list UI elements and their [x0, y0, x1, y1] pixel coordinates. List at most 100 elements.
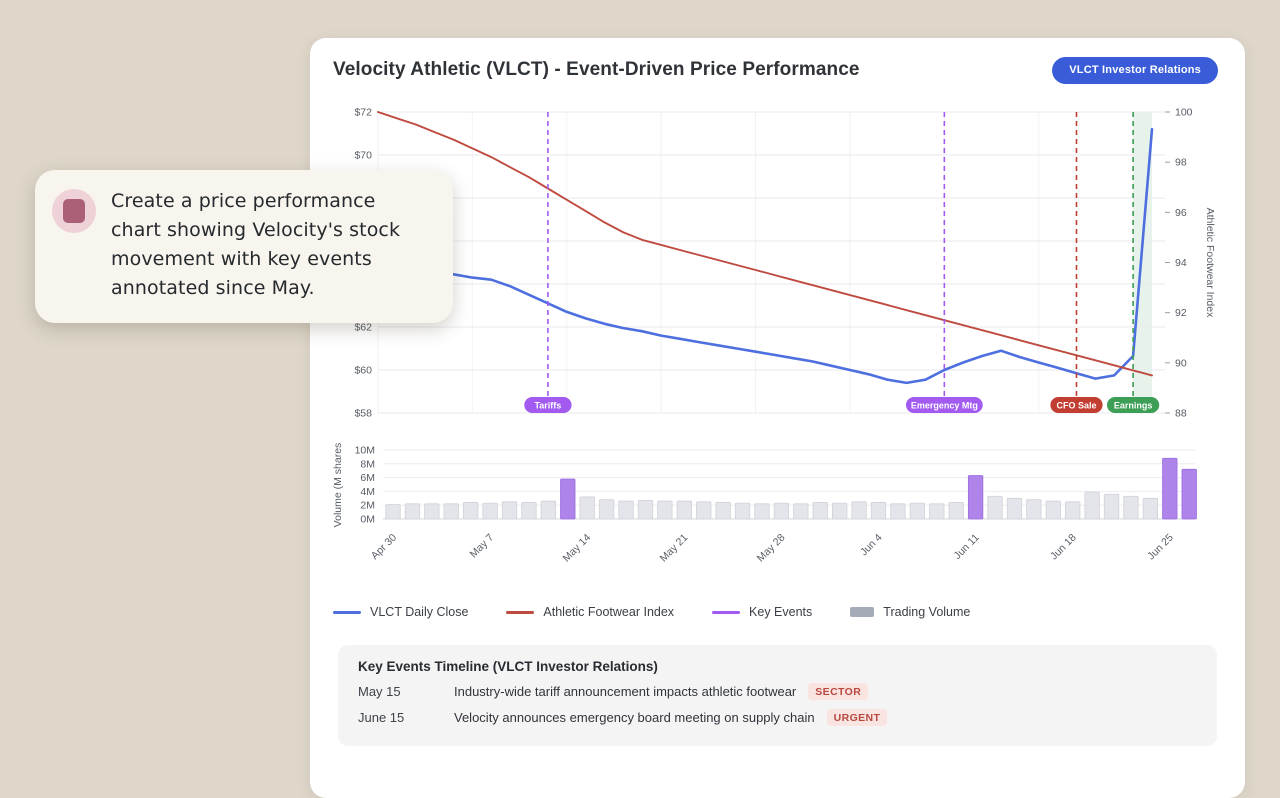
chart-card: Velocity Athletic (VLCT) - Event-Driven …	[310, 38, 1245, 798]
svg-text:CFO Sale: CFO Sale	[1056, 401, 1096, 411]
volume-bar	[1065, 501, 1081, 520]
svg-text:Emergency Mtg: Emergency Mtg	[911, 401, 978, 411]
svg-text:$60: $60	[354, 365, 372, 377]
vlct-close-line	[376, 127, 1154, 385]
volume-bar	[463, 502, 479, 520]
volume-bar	[715, 502, 731, 520]
volume-bar	[637, 499, 654, 520]
volume-bar	[501, 501, 518, 520]
svg-text:Jun 11: Jun 11	[951, 532, 981, 562]
legend-swatch	[712, 610, 741, 614]
legend-swatch	[506, 610, 535, 614]
key-events-timeline: Key Events Timeline (VLCT Investor Relat…	[338, 645, 1217, 746]
volume-bar	[676, 500, 692, 520]
prompt-bubble: Create a price performance chart showing…	[35, 170, 453, 323]
volume-bar	[424, 503, 440, 520]
volume-bar	[598, 499, 615, 520]
volume-bar	[793, 503, 809, 520]
page-title: Velocity Athletic (VLCT) - Event-Driven …	[333, 59, 860, 80]
svg-text:4M: 4M	[360, 486, 375, 498]
investor-relations-button[interactable]: VLCT Investor Relations	[1052, 56, 1218, 84]
svg-text:$70: $70	[354, 150, 372, 162]
timeline-rows: May 15 Industry-wide tariff announcement …	[358, 683, 1197, 726]
legend-label: Key Events	[749, 605, 813, 619]
event-badge-emergency-mtg: Emergency Mtg	[905, 397, 983, 413]
card-header: Velocity Athletic (VLCT) - Event-Driven …	[333, 55, 1218, 85]
volume-bar	[1103, 493, 1120, 520]
volume-bar	[521, 502, 537, 520]
event-badge-earnings: Earnings	[1107, 397, 1160, 413]
price-chart: $58$60$62$64$66$68$70$72889092949698100A…	[354, 107, 1216, 420]
svg-text:94: 94	[1175, 257, 1187, 269]
volume-axis-title: Volume (M shares	[332, 443, 344, 528]
svg-text:96: 96	[1175, 207, 1187, 219]
right-axis-title: Athletic Footwear Index	[1204, 208, 1216, 318]
svg-text:90: 90	[1175, 357, 1187, 369]
volume-bar	[1026, 499, 1042, 520]
volume-bar	[987, 495, 1003, 520]
legend-item-athletic-footwear-index: Athletic Footwear Index	[506, 605, 674, 619]
volume-bar	[1142, 497, 1159, 520]
timeline-tag-badge: SECTOR	[808, 683, 869, 700]
volume-bars	[385, 457, 1197, 520]
volume-bar	[1084, 491, 1100, 520]
svg-text:92: 92	[1175, 307, 1187, 319]
svg-text:$72: $72	[354, 107, 372, 119]
volume-bar	[696, 501, 712, 520]
legend-label: VLCT Daily Close	[370, 605, 469, 619]
legend-swatch	[850, 607, 875, 617]
volume-bar	[657, 500, 673, 520]
legend-swatch	[333, 610, 361, 614]
svg-text:Tariffs: Tariffs	[534, 401, 561, 411]
timeline-tag-badge: URGENT	[826, 709, 888, 726]
timeline-row: June 15 Velocity announces emergency boar…	[358, 709, 1197, 726]
svg-text:88: 88	[1175, 408, 1187, 420]
volume-bar	[734, 502, 751, 520]
volume-bar	[773, 502, 790, 520]
svg-text:10M: 10M	[355, 445, 375, 457]
price-gridlines	[377, 111, 1165, 414]
event-badge-cfo-sale: CFO Sale	[1050, 397, 1103, 413]
volume-bar-event	[1181, 468, 1197, 520]
timeline-description: Industry-wide tariff announcement impact…	[454, 684, 797, 699]
volume-bar	[482, 502, 498, 520]
svg-text:$58: $58	[354, 408, 372, 420]
legend-item-trading-volume: Trading Volume	[850, 605, 970, 619]
volume-bar	[948, 502, 964, 520]
volume-bar-event	[560, 478, 576, 520]
legend-label: Athletic Footwear Index	[543, 605, 675, 619]
timeline-description: Velocity announces emergency board meeti…	[454, 710, 815, 725]
volume-x-axis: Apr 30 May 7 May 14 May 21 May 28 Jun 4 Jun 11…	[369, 532, 1176, 565]
volume-bar-event	[1162, 457, 1178, 520]
avatar	[52, 189, 96, 233]
svg-text:8M: 8M	[360, 458, 375, 470]
volume-bar	[618, 500, 634, 520]
timeline-title: Key Events Timeline (VLCT Investor Relat…	[358, 659, 658, 674]
svg-text:May 14: May 14	[560, 532, 593, 565]
stamp-icon	[63, 199, 85, 223]
volume-bar-event	[967, 475, 984, 520]
event-badge-tariffs: Tariffs	[524, 397, 572, 413]
volume-bar	[579, 496, 595, 520]
svg-text:Earnings: Earnings	[1114, 401, 1153, 411]
svg-text:0M: 0M	[360, 514, 375, 526]
volume-bar	[1123, 495, 1139, 520]
legend-label: Trading Volume	[883, 605, 971, 619]
timeline-row: May 15 Industry-wide tariff announcement …	[358, 683, 1197, 700]
svg-text:May 21: May 21	[658, 532, 691, 565]
chart-legend: VLCT Daily Close Athletic Footwear Index K…	[333, 601, 970, 623]
svg-text:May 7: May 7	[468, 532, 497, 561]
prompt-text: Create a price performance chart showing…	[111, 190, 401, 299]
svg-text:2M: 2M	[360, 500, 375, 512]
timeline-date: June 15	[358, 710, 405, 725]
svg-text:May 28: May 28	[755, 532, 788, 565]
volume-bar	[443, 503, 459, 520]
volume-bar	[1045, 500, 1061, 520]
volume-bar	[832, 502, 848, 520]
svg-text:Jun 18: Jun 18	[1048, 532, 1079, 563]
volume-bar	[754, 503, 770, 520]
svg-text:$62: $62	[354, 322, 372, 334]
volume-bar	[870, 502, 887, 520]
